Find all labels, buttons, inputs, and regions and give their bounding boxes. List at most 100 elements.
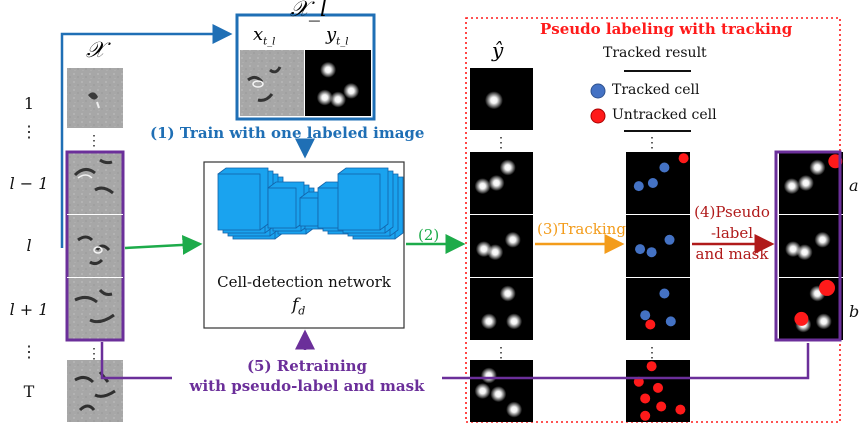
tracking-column: ⋮ ⋮ bbox=[590, 70, 691, 422]
cell-spot bbox=[330, 91, 346, 108]
svg-text:⋮: ⋮ bbox=[87, 346, 101, 362]
cell-spot bbox=[320, 61, 337, 78]
marker-a: a bbox=[849, 176, 859, 195]
labeled-target-label: yt_l bbox=[326, 24, 349, 48]
cell-spot bbox=[814, 231, 831, 248]
cell-spot bbox=[487, 244, 504, 261]
tracked-cell-dot bbox=[633, 181, 644, 192]
tracked-cell-dot bbox=[659, 162, 670, 173]
cell-spot bbox=[488, 175, 505, 191]
cell-spot bbox=[499, 159, 516, 176]
untracked-cell-dot bbox=[675, 404, 686, 415]
step3-label: (3)Tracking bbox=[537, 220, 626, 238]
cell-spot bbox=[504, 231, 521, 248]
selected-frames-box bbox=[65, 150, 125, 342]
untracked-cell-dot bbox=[645, 319, 656, 330]
step4-label: (4)Pseudo -label and mask bbox=[694, 203, 770, 263]
frame-index-label: T bbox=[23, 382, 35, 401]
labeled-input-label: xt_l bbox=[253, 24, 276, 48]
frame-index-label: l − 1 bbox=[9, 174, 49, 193]
pseudo-label-column bbox=[774, 150, 843, 342]
tracked-cell-dot bbox=[665, 316, 676, 327]
mask-dot bbox=[819, 279, 835, 296]
cell-spot bbox=[490, 386, 507, 403]
frame-index-label: ⋮ bbox=[21, 122, 37, 141]
cell-spot bbox=[499, 285, 516, 302]
input-to-network-arrow bbox=[124, 234, 203, 255]
prediction-column: ⋮ ⋮ bbox=[470, 68, 533, 422]
cell-spot bbox=[796, 244, 813, 261]
select-labeled-frame-arrow bbox=[60, 24, 233, 248]
network-layer-face bbox=[299, 197, 319, 227]
pseudo-labeling-title: Pseudo labeling with tracking bbox=[540, 20, 793, 38]
tracked-cell-dot bbox=[647, 178, 658, 188]
prediction-row-3 bbox=[470, 278, 533, 340]
tracked-cell-dot bbox=[646, 247, 657, 258]
svg-text:⋮: ⋮ bbox=[494, 135, 508, 151]
cell-spot bbox=[506, 313, 523, 330]
untracked-cell-dot bbox=[678, 153, 689, 164]
legend-untracked-label: Untracked cell bbox=[612, 107, 717, 123]
untracked-cell-dot bbox=[653, 382, 663, 393]
cell-spot bbox=[343, 82, 360, 99]
step1-label: (1) Train with one labeled image bbox=[150, 124, 425, 142]
frame-1-cell bbox=[88, 92, 98, 100]
cell-spot bbox=[474, 383, 491, 399]
tracking-row-2 bbox=[626, 215, 690, 277]
network-symbol: fd bbox=[292, 295, 306, 318]
cell-spot bbox=[809, 159, 826, 176]
tracking-row-3 bbox=[626, 278, 690, 340]
frame-l-minus-1-image bbox=[67, 152, 123, 214]
svg-text:⋮: ⋮ bbox=[494, 345, 508, 361]
cell-spot bbox=[480, 367, 497, 384]
svg-text:⋮: ⋮ bbox=[645, 135, 659, 151]
cell-spot bbox=[797, 175, 814, 191]
retraining-path bbox=[100, 342, 810, 380]
cell-spot bbox=[783, 178, 800, 195]
mask-dot bbox=[794, 311, 809, 326]
prediction-title: ŷ bbox=[492, 38, 504, 62]
untracked-cell-dot bbox=[640, 410, 651, 421]
cell-spot bbox=[316, 89, 333, 106]
frame-index-label: ⋮ bbox=[21, 342, 37, 361]
cell-spot bbox=[480, 313, 497, 330]
untracked-legend-icon bbox=[590, 108, 606, 124]
tracked-result-title: Tracked result bbox=[603, 45, 707, 61]
frame-l-image bbox=[67, 215, 123, 277]
legend-tracked-label: Tracked cell bbox=[612, 82, 700, 98]
step5-label: (5) Retraining with pseudo-label and mask bbox=[172, 356, 442, 396]
svg-text:⋮: ⋮ bbox=[645, 345, 659, 361]
sequence-title: 𝒳 bbox=[86, 38, 105, 63]
step2-label: (2) bbox=[418, 226, 440, 244]
network-layers-icon bbox=[217, 167, 404, 240]
cell-spot bbox=[484, 91, 503, 110]
frame-index-label: l + 1 bbox=[9, 300, 49, 319]
input-sequence: ⋮ ⋮ bbox=[65, 68, 125, 422]
tracked-cell-dot bbox=[640, 310, 651, 321]
tracked-cell-dot bbox=[659, 288, 670, 299]
tracked-cell-dot bbox=[664, 234, 675, 245]
pseudo-label-box bbox=[774, 150, 842, 342]
network-layer-face bbox=[217, 173, 261, 231]
frame-index-label: 1 bbox=[23, 94, 35, 113]
labeled-set-title: 𝒳_l bbox=[290, 0, 327, 22]
network-layer-face bbox=[267, 187, 297, 229]
cell-spot bbox=[815, 313, 832, 330]
tracked-cell-dot bbox=[635, 244, 646, 255]
frame-l-plus-1-image bbox=[67, 278, 123, 340]
untracked-cell-dot bbox=[656, 401, 667, 412]
labeled-pair bbox=[235, 13, 376, 121]
cell-spot bbox=[506, 401, 523, 418]
untracked-cell-dot bbox=[646, 361, 657, 372]
network-name: Cell-detection network bbox=[217, 273, 391, 291]
marker-b: b bbox=[849, 302, 860, 321]
labeled-input-image bbox=[240, 50, 304, 116]
frame-index-label: l bbox=[26, 236, 32, 255]
network-block bbox=[203, 161, 405, 329]
tracked-legend-icon bbox=[590, 83, 606, 99]
svg-text:⋮: ⋮ bbox=[87, 133, 101, 149]
network-layer-face bbox=[337, 173, 381, 231]
cell-spot bbox=[474, 178, 491, 195]
